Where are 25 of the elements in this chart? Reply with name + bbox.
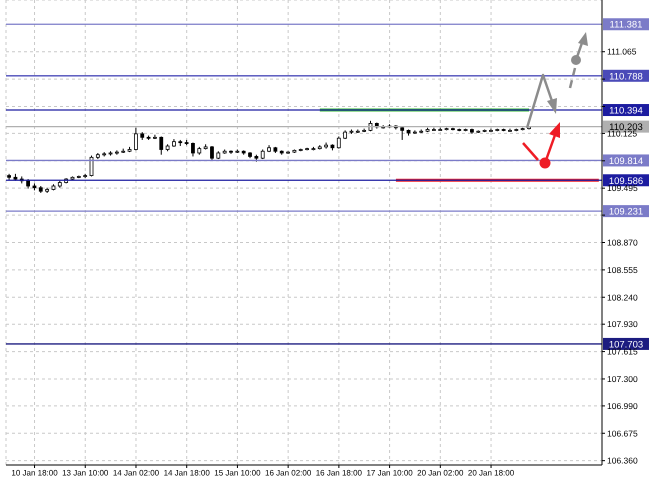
x-tick-label: 15 Jan 10:00	[214, 468, 262, 478]
x-tick-label: 13 Jan 10:00	[62, 468, 109, 478]
ref-line-label: 109.814	[608, 156, 644, 167]
x-tick-label: 14 Jan 02:00	[112, 468, 160, 478]
y-tick-label: 106.990	[607, 400, 638, 411]
x-tick-label: 20 Jan 18:00	[468, 468, 515, 478]
y-tick-label: 106.675	[607, 428, 638, 438]
x-tick-label: 14 Jan 18:00	[164, 468, 210, 478]
ref-line-label: 109.231	[608, 206, 644, 218]
y-tick-label: 109.495	[607, 183, 638, 194]
ref-line-label: 110.788	[609, 71, 643, 82]
y-tick-label: 108.870	[607, 238, 638, 248]
x-tick-label: 16 Jan 02:00	[265, 468, 312, 478]
y-tick-label: 108.555	[607, 264, 638, 275]
x-tick-label: 10 Jan 18:00	[11, 468, 58, 478]
y-tick-label: 111.065	[607, 46, 637, 57]
y-tick-label: 107.300	[607, 374, 638, 384]
y-tick-label: 108.240	[607, 292, 638, 302]
ref-line-label: 111.381	[610, 20, 642, 31]
y-tick-label: 106.360	[607, 456, 638, 466]
x-tick-label: 20 Jan 02:00	[417, 468, 464, 478]
x-tick-label: 16 Jan 18:00	[316, 468, 363, 478]
ref-line-label: 110.394	[609, 106, 643, 117]
x-tick-label: 17 Jan 10:00	[366, 468, 414, 478]
y-tick-label: 107.930	[607, 319, 638, 330]
